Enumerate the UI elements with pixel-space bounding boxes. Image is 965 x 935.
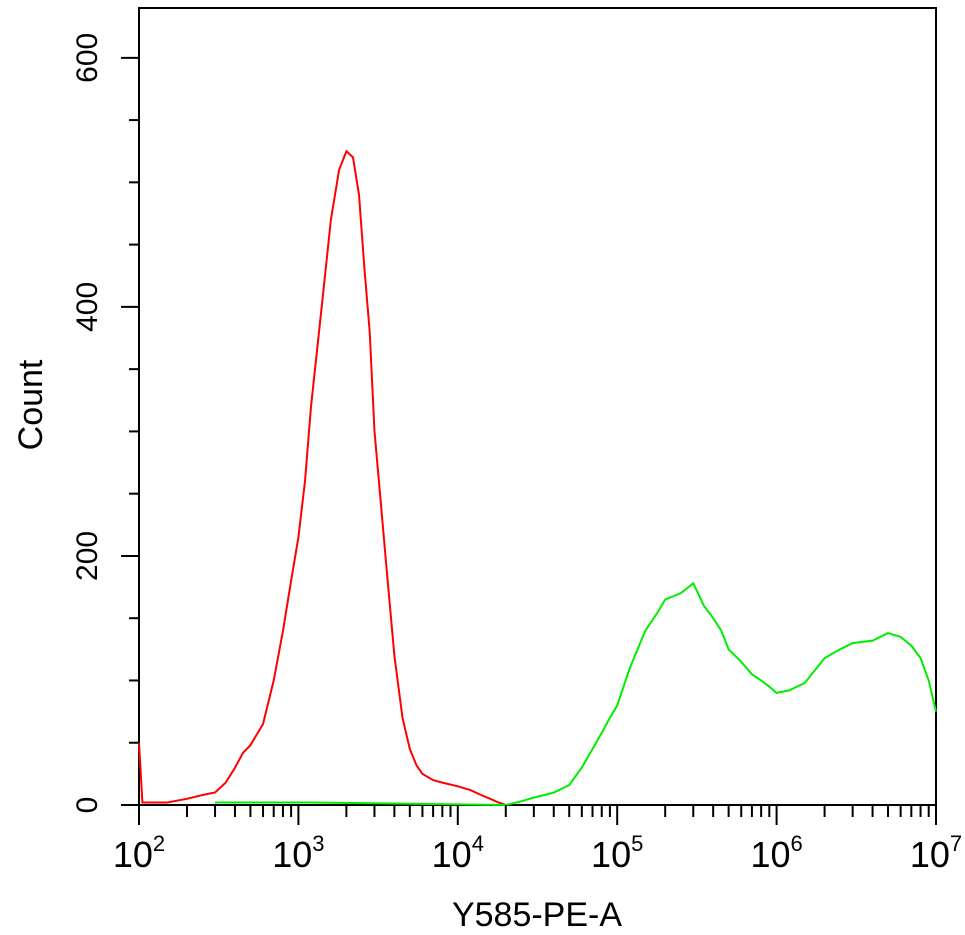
x-axis-label: Y585-PE-A — [452, 896, 622, 934]
x-tick-label: 102 — [113, 831, 165, 875]
x-tick-label: 103 — [272, 831, 324, 875]
series-line-1 — [215, 581, 937, 807]
x-tick-label: 107 — [910, 831, 962, 875]
plot-frame — [138, 7, 937, 806]
x-axis: 102 103 104 105 106 107 — [113, 805, 962, 875]
y-axis: 0 200 400 600 — [71, 33, 139, 814]
y-tick-label: 600 — [71, 33, 104, 83]
x-tick-label: 105 — [591, 831, 643, 875]
x-tick-label: 106 — [750, 831, 802, 875]
y-tick-label: 200 — [71, 531, 104, 581]
series-line-0 — [138, 149, 507, 806]
y-tick-label: 0 — [71, 797, 104, 814]
series-layer — [138, 149, 937, 807]
x-tick-label: 104 — [432, 831, 484, 875]
y-tick-label: 400 — [71, 282, 104, 332]
y-axis-label: Count — [12, 359, 50, 450]
